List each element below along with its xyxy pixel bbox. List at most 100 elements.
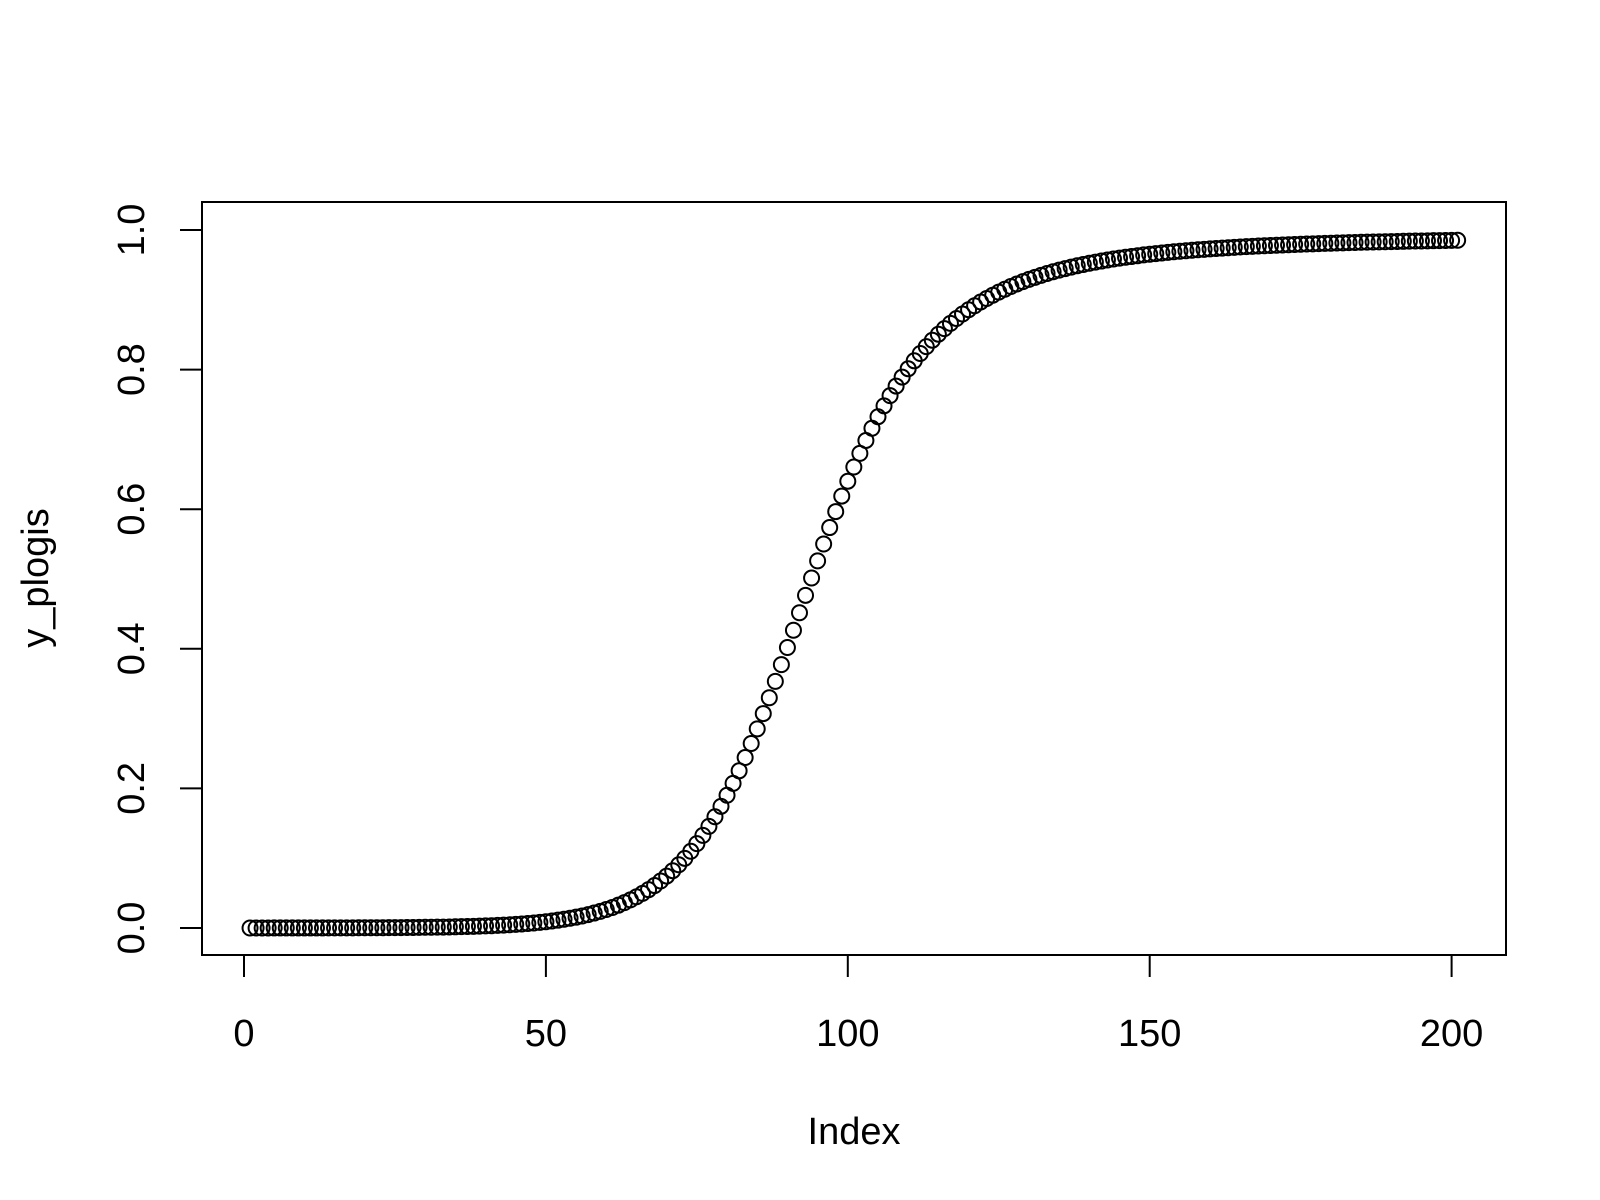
- data-point: [283, 919, 301, 937]
- y-tick-label: 1.0: [111, 204, 153, 257]
- x-tick-label: 50: [525, 1013, 567, 1055]
- data-point: [398, 919, 416, 937]
- data-point: [428, 918, 446, 936]
- data-point: [1352, 233, 1370, 251]
- data-point: [356, 919, 374, 937]
- data-point: [392, 919, 410, 937]
- data-point: [700, 817, 718, 835]
- data-point: [404, 918, 422, 936]
- y-tick-label: 0.6: [111, 483, 153, 536]
- data-point: [307, 919, 325, 937]
- data-point: [265, 919, 283, 937]
- data-point: [422, 918, 440, 936]
- data-point: [1147, 245, 1165, 263]
- data-point: [573, 907, 591, 925]
- data-point: [1237, 238, 1255, 256]
- data-point: [241, 919, 259, 937]
- data-point: [742, 735, 760, 753]
- data-point: [1316, 234, 1334, 252]
- y-tick-label: 0.2: [111, 762, 153, 815]
- data-point: [247, 919, 265, 937]
- data-point: [1165, 243, 1183, 261]
- data-point: [1304, 235, 1322, 253]
- data-point: [452, 918, 470, 936]
- data-point: [1213, 239, 1231, 257]
- data-point: [561, 909, 579, 927]
- data-point: [446, 918, 464, 936]
- data-point: [374, 919, 392, 937]
- data-point: [1255, 237, 1273, 255]
- data-point: [791, 604, 808, 622]
- data-point: [350, 919, 368, 937]
- data-point: [1243, 237, 1261, 255]
- data-point: [1092, 252, 1110, 270]
- x-axis-title: Index: [808, 1111, 901, 1153]
- data-point: [766, 672, 784, 690]
- data-point: [477, 917, 495, 935]
- data-point: [277, 919, 295, 937]
- data-point: [483, 917, 501, 935]
- data-point: [1098, 251, 1116, 269]
- x-tick-label: 100: [816, 1013, 879, 1055]
- data-point: [295, 919, 313, 937]
- data-point: [1388, 232, 1406, 250]
- data-point: [368, 919, 386, 937]
- x-tick-label: 150: [1118, 1013, 1181, 1055]
- data-point: [1195, 240, 1213, 258]
- data-point: [1207, 240, 1225, 257]
- data-point: [1159, 243, 1177, 261]
- data-point: [1334, 234, 1352, 252]
- data-point: [458, 918, 476, 936]
- data-point: [489, 916, 507, 934]
- data-point: [1418, 232, 1436, 250]
- data-point: [1340, 234, 1358, 252]
- data-point: [1424, 232, 1442, 250]
- data-points: [241, 231, 1467, 937]
- data-point: [386, 919, 404, 937]
- data-point: [1111, 249, 1129, 267]
- data-point: [1062, 258, 1080, 276]
- data-point: [332, 919, 350, 937]
- data-point: [1292, 235, 1310, 253]
- data-point: [1412, 232, 1430, 250]
- data-point: [694, 826, 712, 844]
- data-point: [1249, 237, 1267, 255]
- data-point: [1189, 241, 1207, 259]
- data-point: [253, 919, 271, 937]
- data-point: [440, 918, 458, 936]
- data-point: [1400, 232, 1418, 250]
- data-point: [271, 919, 289, 937]
- data-point: [495, 916, 513, 934]
- y-tick-label: 0.0: [111, 902, 153, 955]
- y-axis-title: y_plogis: [15, 508, 57, 647]
- y-axis: 0.0 0.2 0.4 0.6 0.8 1.0: [111, 204, 203, 955]
- data-point: [555, 910, 573, 928]
- data-point: [1394, 232, 1412, 250]
- data-point: [1056, 260, 1074, 278]
- data-point: [809, 552, 827, 570]
- data-point: [784, 621, 802, 639]
- data-point: [470, 917, 488, 935]
- data-point: [519, 914, 537, 932]
- data-point: [1274, 236, 1292, 254]
- data-point: [1183, 241, 1201, 259]
- data-point: [434, 918, 452, 936]
- data-point: [344, 919, 362, 937]
- data-point: [839, 472, 857, 490]
- data-point: [803, 569, 821, 587]
- data-point: [923, 331, 941, 349]
- data-point: [1171, 242, 1189, 260]
- data-point: [1286, 235, 1304, 253]
- data-point: [543, 912, 561, 930]
- data-point: [778, 639, 796, 657]
- data-point: [1268, 236, 1285, 254]
- data-point: [567, 908, 585, 926]
- x-axis: 0 50 100 150 200: [233, 954, 1483, 1055]
- data-point: [259, 919, 277, 937]
- data-point: [537, 913, 555, 931]
- data-point: [1370, 233, 1388, 251]
- data-point: [658, 867, 676, 885]
- data-point: [1261, 237, 1279, 254]
- data-point: [513, 915, 531, 933]
